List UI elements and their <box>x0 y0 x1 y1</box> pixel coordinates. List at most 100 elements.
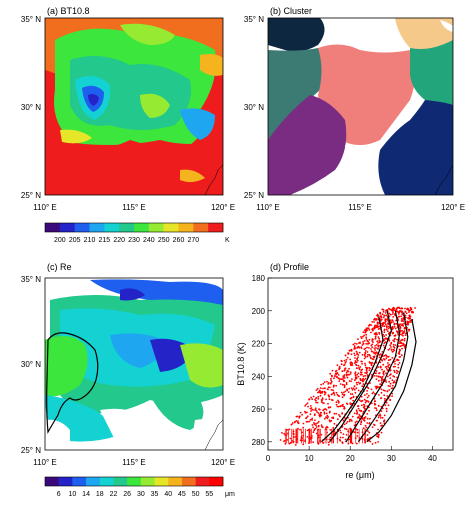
profile-point <box>360 395 363 398</box>
profile-point <box>372 338 374 341</box>
profile-point <box>391 309 394 312</box>
profile-point <box>349 362 352 364</box>
profile-point <box>388 389 391 391</box>
profile-point <box>374 385 377 388</box>
profile-point <box>392 348 395 351</box>
profile-point <box>344 427 346 430</box>
re-colorbar-swatch <box>72 477 87 486</box>
profile-point <box>362 427 365 430</box>
profile-point <box>397 366 400 369</box>
profile-point <box>360 400 362 403</box>
profile-point <box>390 341 393 344</box>
profile-point <box>328 419 331 422</box>
profile-point <box>370 344 373 347</box>
profile-line <box>320 317 384 443</box>
profile-point <box>310 396 312 399</box>
profile-point <box>356 373 359 376</box>
profile-point <box>368 361 371 363</box>
profile-point <box>309 418 312 421</box>
profile-point <box>408 318 410 320</box>
profile-point <box>364 331 367 334</box>
re-colorbar-swatch <box>127 477 142 486</box>
profile-x-tick-label: 10 <box>305 454 314 463</box>
profile-point <box>379 415 382 417</box>
profile-point <box>339 429 342 432</box>
profile-point <box>343 406 345 408</box>
profile-point <box>364 328 367 331</box>
profile-point <box>391 395 393 397</box>
profile-point <box>376 347 379 350</box>
profile-point <box>357 375 360 378</box>
profile-point <box>320 401 323 403</box>
profile-point <box>389 313 392 316</box>
profile-point <box>392 365 395 368</box>
re-colorbar-tick-label: 26 <box>123 491 131 498</box>
profile-point <box>344 354 347 357</box>
profile-point <box>384 341 387 344</box>
profile-point <box>377 336 380 338</box>
profile-point <box>380 318 383 321</box>
profile-point <box>353 379 356 382</box>
profile-point <box>317 420 320 423</box>
profile-point <box>365 372 368 375</box>
profile-point <box>364 401 367 404</box>
profile-point <box>376 326 379 329</box>
c-lat-25: 25° N <box>21 446 41 455</box>
profile-point <box>383 331 386 333</box>
profile-point <box>393 340 396 343</box>
profile-point <box>384 318 387 320</box>
profile-point <box>346 388 348 391</box>
profile-point <box>314 398 316 401</box>
profile-point <box>361 344 364 346</box>
profile-point <box>343 423 346 426</box>
profile-point <box>407 328 410 331</box>
profile-point <box>356 428 359 431</box>
profile-point <box>327 406 330 409</box>
profile-point <box>400 318 403 320</box>
profile-point <box>361 353 364 356</box>
profile-point <box>373 424 376 427</box>
profile-point <box>332 389 334 392</box>
re-colorbar-tick-label: 50 <box>192 491 200 498</box>
profile-point <box>321 398 324 400</box>
profile-point <box>399 345 402 348</box>
profile-point <box>381 325 384 327</box>
profile-point <box>312 441 314 444</box>
profile-point <box>399 326 402 329</box>
profile-point <box>328 398 331 401</box>
profile-point <box>370 388 373 391</box>
profile-point <box>362 410 365 413</box>
a-lon-115: 115° E <box>122 203 146 212</box>
profile-point <box>313 429 316 432</box>
profile-point <box>355 363 357 366</box>
profile-point <box>315 397 317 399</box>
profile-point <box>324 408 327 410</box>
profile-point <box>291 422 294 424</box>
profile-point <box>370 324 373 326</box>
re-colorbar-tick-label: 10 <box>68 491 76 498</box>
profile-point <box>387 325 390 328</box>
profile-point <box>404 311 407 313</box>
profile-point <box>321 399 323 402</box>
profile-point <box>317 425 320 428</box>
profile-point <box>379 417 382 419</box>
profile-point <box>376 419 378 422</box>
profile-point <box>403 327 406 330</box>
profile-point <box>352 399 354 402</box>
profile-point <box>367 327 370 330</box>
profile-point <box>319 387 322 389</box>
profile-point <box>379 413 381 416</box>
profile-point <box>389 382 392 385</box>
profile-axes: 0 10 20 30 40 180 200 220 240 260 280 <box>252 274 438 463</box>
profile-point <box>344 438 347 441</box>
profile-point <box>293 421 296 424</box>
profile-point <box>396 372 398 375</box>
profile-point <box>312 431 315 434</box>
profile-point <box>386 330 389 333</box>
profile-point <box>357 381 360 384</box>
profile-point <box>392 316 395 318</box>
colorbar-bt: 200 205 210 215 220 230 240 250 260 270 K <box>44 222 230 244</box>
profile-point <box>382 372 385 375</box>
profile-point <box>327 394 330 397</box>
